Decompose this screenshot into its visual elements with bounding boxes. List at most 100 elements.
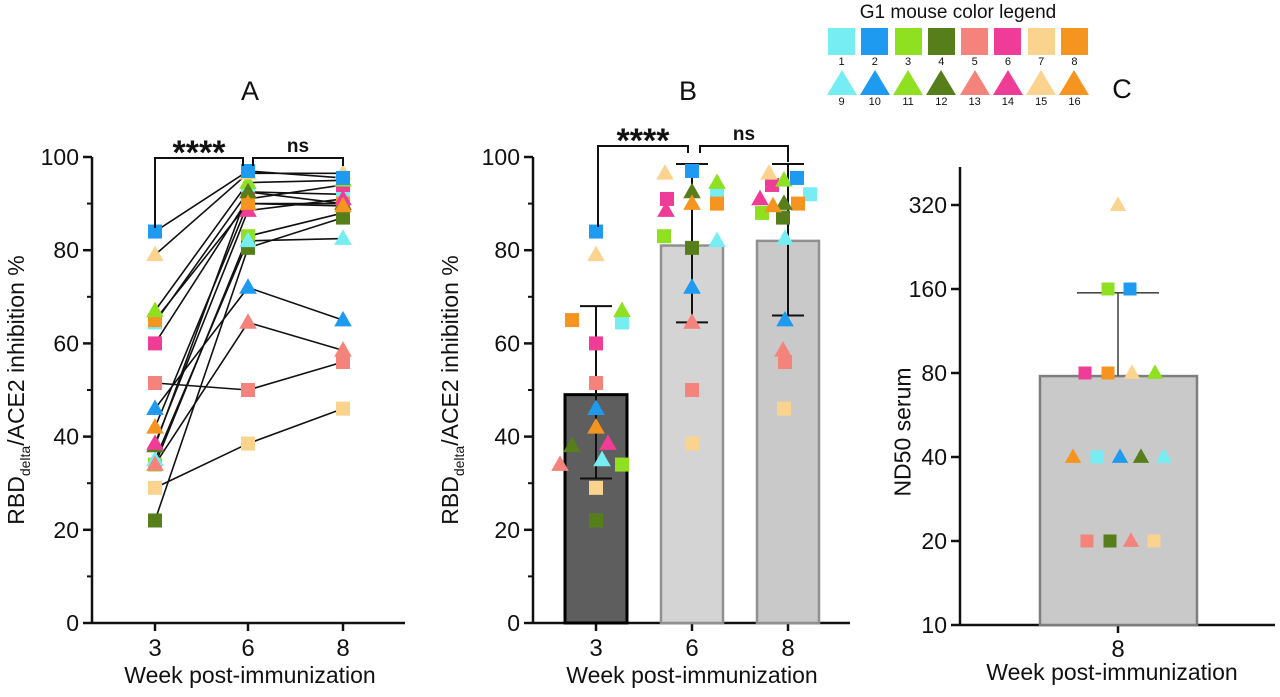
legend-number-5: 5 <box>971 56 978 68</box>
panel-a-ylabel-suffix: /ACE2 inhibition % <box>3 255 30 446</box>
legend-number-9: 9 <box>838 96 845 108</box>
panel-a-marker-mouse-5 <box>336 355 350 370</box>
legend-number-3: 3 <box>905 56 912 68</box>
legend-entry-2: 2 <box>859 28 890 68</box>
panel-a-marker-mouse-4 <box>336 210 350 225</box>
panel-b-y-tick-label: 40 <box>494 424 520 450</box>
panel-a-sig-bracket-2 <box>252 157 344 166</box>
panel-b-marker-mouse-14 <box>751 189 769 206</box>
panel-a-marker-mouse-5 <box>148 376 162 391</box>
legend-entry-16: 16 <box>1059 70 1090 108</box>
panel-c-marker <box>1123 282 1137 296</box>
panel-b-marker-mouse-1 <box>615 315 629 330</box>
panel-b-marker-mouse-14 <box>599 434 617 450</box>
panel-b-marker-mouse-6 <box>589 336 603 351</box>
panel-b-marker-mouse-7 <box>685 436 699 451</box>
panel-c-y-tick-label: 40 <box>921 444 947 470</box>
legend-number-10: 10 <box>868 96 881 108</box>
panel-b-marker-mouse-15 <box>587 245 605 262</box>
legend-squares-row: 1 2 3 4 5 6 7 8 <box>826 28 1090 68</box>
legend-square-marker-6 <box>994 28 1022 55</box>
panel-a-sig-bracket-1 <box>154 157 244 228</box>
panel-c-marker <box>1146 364 1164 379</box>
panel-a-marker-mouse-5 <box>241 383 255 397</box>
panel-b-marker-mouse-5 <box>778 355 792 370</box>
panel-a-title: A <box>240 76 260 106</box>
legend-triangles-row: 9 10 11 12 13 14 15 16 <box>826 70 1090 108</box>
panel-b-marker-mouse-6 <box>765 177 779 192</box>
legend-number-11: 11 <box>902 96 914 108</box>
panel-a-marker-mouse-13 <box>334 341 352 357</box>
panel-c-marker <box>1123 364 1141 379</box>
panel-b-marker-mouse-5 <box>685 383 699 397</box>
panel-c-title: C <box>1112 74 1132 104</box>
legend-triangle-marker-13 <box>959 70 990 95</box>
panel-b-marker-mouse-12 <box>563 436 581 453</box>
legend-triangle-marker-10 <box>859 70 890 95</box>
panel-b-marker-mouse-6 <box>660 191 674 206</box>
panel-c-marker <box>1103 534 1117 548</box>
panel-b-marker-mouse-10 <box>776 310 794 327</box>
panel-a-marker-mouse-13 <box>146 455 164 471</box>
legend-entry-5: 5 <box>959 28 990 68</box>
panel-c-marker <box>1078 366 1092 380</box>
panel-a-y-tick-label: 80 <box>53 237 79 263</box>
legend-title: G1 mouse color legend <box>859 2 1057 23</box>
panel-b-sig-bracket-2 <box>699 145 789 162</box>
panel-c-marker <box>1090 450 1104 464</box>
panel-a-y-tick-label: 20 <box>53 517 79 543</box>
legend-triangle-marker-16 <box>1059 70 1090 95</box>
panel-b-marker-mouse-9 <box>593 450 611 467</box>
panel-a-marker-mouse-10 <box>146 399 164 415</box>
panel-b-x-tick-label: 3 <box>589 635 602 662</box>
panel-a-marker-mouse-15 <box>146 245 164 262</box>
panel-c-y-tick-label: 160 <box>909 276 947 302</box>
panel-b-marker-mouse-3 <box>755 205 769 220</box>
panel-a-xlabel: Week post-immunization <box>124 662 376 688</box>
panel-b-y-tick-label: 20 <box>494 517 520 543</box>
legend-number-15: 15 <box>1035 96 1048 108</box>
legend-triangle-marker-11 <box>893 70 924 95</box>
panel-b-sig-ns: ns <box>733 124 755 145</box>
panel-b-marker-mouse-7 <box>777 401 791 416</box>
panel-b-marker-mouse-8 <box>710 196 724 211</box>
panel-a-y-tick-label: 100 <box>41 144 79 170</box>
panel-b-marker-mouse-11 <box>613 301 631 318</box>
panel-a-marker-mouse-9 <box>239 231 257 248</box>
panel-b-marker-mouse-13 <box>551 455 569 471</box>
panel-b-marker-mouse-8 <box>565 313 579 328</box>
panel-b-marker-mouse-2 <box>685 163 699 178</box>
panel-c-marker <box>1111 448 1129 463</box>
panel-c-marker <box>1109 196 1127 211</box>
panel-b-marker-mouse-16 <box>587 418 605 434</box>
panel-b-marker-mouse-15 <box>760 164 778 180</box>
panel-b-bar-week-8 <box>755 239 821 625</box>
panel-a-marker-mouse-10 <box>239 278 257 294</box>
panel-b-marker-mouse-4 <box>776 210 790 225</box>
panel-b-marker-mouse-14 <box>657 201 675 217</box>
panel-b-xlabel: Week post-immunization <box>566 662 818 688</box>
panel-b-marker-mouse-12 <box>683 182 701 199</box>
legend-entry-6: 6 <box>992 28 1023 68</box>
legend-number-12: 12 <box>935 96 948 108</box>
panel-a-marker-mouse-12 <box>239 182 257 199</box>
panel-c-marker <box>1147 534 1161 548</box>
legend-number-7: 7 <box>1038 56 1045 68</box>
legend-square-marker-8 <box>1060 28 1088 55</box>
panel-c-y-tick-label: 20 <box>921 528 947 554</box>
panel-a-marker-mouse-9 <box>334 229 352 245</box>
legend-square-marker-4 <box>927 28 955 55</box>
legend-entry-15: 15 <box>1026 70 1057 108</box>
panel-a-y-tick-label: 0 <box>66 610 79 636</box>
panel-a-marker-mouse-16 <box>146 418 164 434</box>
panel-c-bar-week-8 <box>1038 374 1199 627</box>
panel-b-marker-mouse-2 <box>790 170 804 185</box>
panel-a-x-tick-label: 3 <box>148 635 161 662</box>
legend-number-16: 16 <box>1068 96 1081 108</box>
panel-a-marker-mouse-2 <box>241 163 255 178</box>
panel-c-y-tick-label: 80 <box>921 360 947 386</box>
panel-c-y-tick-label: 320 <box>909 192 947 218</box>
legend-entry-8: 8 <box>1059 28 1090 68</box>
